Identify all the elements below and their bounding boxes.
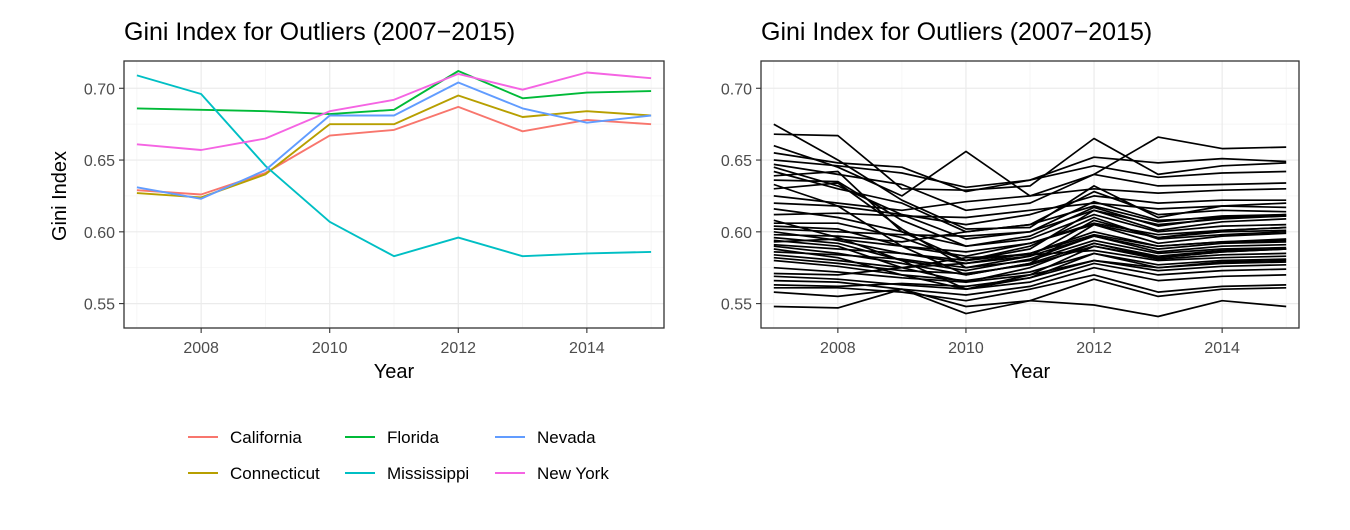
legend-label: Nevada [537,428,596,447]
y-tick-label: 0.55 [84,297,115,314]
series-line [773,245,1287,275]
y-tick-label: 0.55 [721,297,752,314]
series-line [773,235,1287,272]
series-line [773,208,1287,248]
chart-title: Gini Index for Outliers (2007−2015) [761,18,1152,46]
series-line-mississippi [136,74,652,258]
series-line [773,205,1287,243]
panel-all-states: Gini Index for Outliers (2007−2015) 2008… [721,18,1300,383]
y-axis-label: Gini Index [49,151,71,241]
y-tick-label: 0.60 [721,225,752,242]
series-line [773,288,1287,318]
series-line-florida [136,70,652,116]
x-tick-label: 2010 [948,340,984,357]
x-tick-label: 2014 [1204,340,1240,357]
x-tick-label: 2014 [569,340,605,357]
x-tick-label: 2012 [1076,340,1112,357]
series-line-new-york [136,71,652,151]
y-tick-label: 0.70 [721,81,752,98]
panel-outlier-states: Gini Index for Outliers (2007−2015) 2008… [49,18,665,383]
series-line [773,252,1287,282]
series-line [773,195,1287,226]
series-line [773,123,1287,230]
series-line [773,274,1287,302]
plot-frame [760,60,1300,329]
series-line [773,202,1287,219]
legend-label: California [230,428,302,447]
series-line [773,187,1287,212]
legend-label: Florida [387,428,440,447]
series-line [773,170,1287,262]
series-line-california [136,105,652,196]
x-tick-label: 2012 [440,340,476,357]
legend: California Connecticut Florida Mississippi N… [188,428,609,483]
series-line-nevada [136,81,652,200]
series-line [773,266,1287,296]
y-tick-label: 0.65 [84,153,115,170]
legend-label: New York [537,464,609,483]
y-tick-label: 0.70 [84,81,115,98]
plot-frame [123,60,665,329]
series-line [773,216,1287,262]
series-line [773,223,1287,253]
chart-title: Gini Index for Outliers (2007−2015) [124,18,515,46]
x-tick-label: 2008 [183,340,219,357]
x-tick-label: 2008 [820,340,856,357]
series-line [773,249,1287,276]
series-line [773,239,1287,283]
series-line [773,239,1287,269]
series-line [773,233,1287,262]
series-line [773,159,1287,189]
series-line [773,163,1287,212]
series-line [773,259,1287,288]
x-tick-label: 2010 [312,340,348,357]
legend-label: Connecticut [230,464,320,483]
series-line [773,235,1287,269]
y-tick-label: 0.60 [84,225,115,242]
legend-label: Mississippi [387,464,469,483]
x-axis-label: Year [374,361,415,383]
series-line [773,259,1287,283]
series-line [773,209,1287,237]
y-tick-label: 0.65 [721,153,752,170]
series-line [773,262,1287,291]
series-line [773,133,1287,192]
x-axis-label: Year [1010,361,1051,383]
